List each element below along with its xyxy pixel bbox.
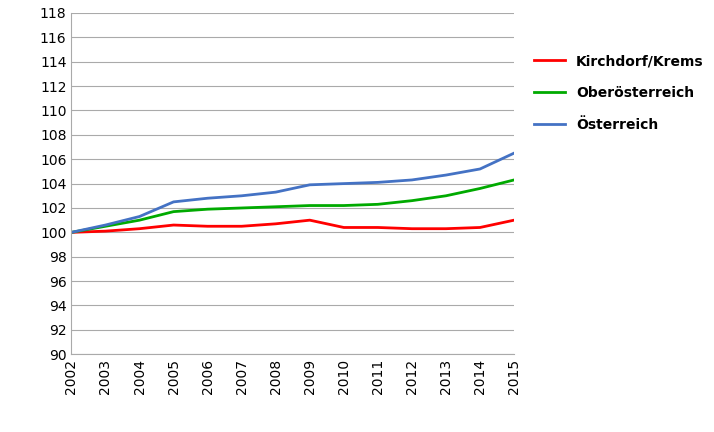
- Legend: Kirchdorf/Krems, Oberösterreich, Österreich: Kirchdorf/Krems, Oberösterreich, Österre…: [534, 54, 703, 132]
- Kirchdorf/Krems: [510, 218, 518, 223]
- Österreich: [340, 181, 348, 186]
- Österreich: [203, 196, 212, 201]
- Kirchdorf/Krems: [237, 224, 246, 229]
- Kirchdorf/Krems: [101, 229, 110, 234]
- Oberösterreich: [101, 224, 110, 229]
- Kirchdorf/Krems: [476, 225, 484, 230]
- Oberösterreich: [510, 178, 518, 183]
- Kirchdorf/Krems: [340, 225, 348, 230]
- Oberösterreich: [67, 230, 76, 235]
- Österreich: [510, 150, 518, 156]
- Kirchdorf/Krems: [306, 218, 314, 223]
- Oberösterreich: [169, 209, 178, 214]
- Österreich: [373, 180, 382, 185]
- Oberösterreich: [203, 206, 212, 212]
- Kirchdorf/Krems: [135, 226, 144, 231]
- Österreich: [135, 214, 144, 219]
- Oberösterreich: [373, 202, 382, 207]
- Oberösterreich: [271, 204, 280, 210]
- Line: Österreich: Österreich: [71, 153, 514, 232]
- Kirchdorf/Krems: [442, 226, 451, 231]
- Österreich: [476, 166, 484, 172]
- Österreich: [408, 178, 416, 183]
- Österreich: [237, 193, 246, 198]
- Kirchdorf/Krems: [271, 221, 280, 226]
- Österreich: [271, 190, 280, 195]
- Österreich: [101, 222, 110, 228]
- Österreich: [442, 172, 451, 178]
- Kirchdorf/Krems: [67, 230, 76, 235]
- Österreich: [67, 230, 76, 235]
- Oberösterreich: [135, 218, 144, 223]
- Line: Kirchdorf/Krems: Kirchdorf/Krems: [71, 220, 514, 232]
- Oberösterreich: [340, 203, 348, 208]
- Oberösterreich: [237, 205, 246, 210]
- Österreich: [169, 199, 178, 204]
- Oberösterreich: [306, 203, 314, 208]
- Kirchdorf/Krems: [203, 224, 212, 229]
- Österreich: [306, 182, 314, 187]
- Oberösterreich: [476, 186, 484, 191]
- Oberösterreich: [408, 198, 416, 203]
- Kirchdorf/Krems: [373, 225, 382, 230]
- Kirchdorf/Krems: [408, 226, 416, 231]
- Line: Oberösterreich: Oberösterreich: [71, 180, 514, 232]
- Kirchdorf/Krems: [169, 222, 178, 228]
- Oberösterreich: [442, 193, 451, 198]
